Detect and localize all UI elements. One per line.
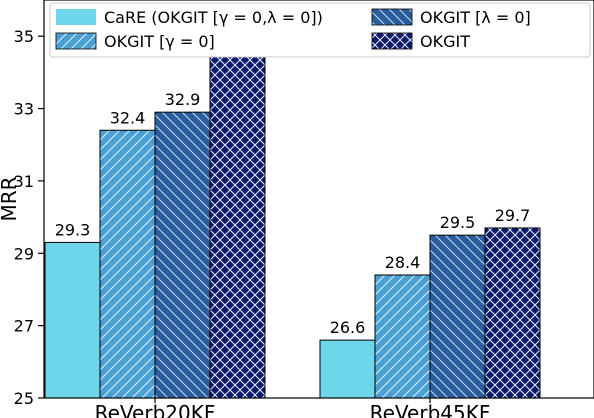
legend-entry-label: OKGIT [λ = 0] (420, 8, 531, 27)
bar-value-label: 29.5 (440, 213, 476, 232)
bar (44, 241, 101, 399)
y-tick-label: 35 (14, 27, 34, 46)
bar (374, 274, 431, 399)
y-tick-label: 33 (14, 100, 34, 119)
plot-area-frame (43, 0, 594, 399)
bar (209, 50, 266, 399)
bar (99, 129, 156, 399)
y-axis-label: MRR (0, 176, 21, 221)
legend: CaRE (OKGIT [γ = 0,λ = 0]) OKGIT [γ = 0] O… (49, 2, 591, 58)
bar (429, 234, 486, 399)
legend-frame (49, 2, 591, 58)
x-tick-label: ReVerb20KF (95, 401, 216, 418)
legend-swatch (55, 32, 97, 50)
legend-swatch (371, 8, 413, 26)
x-tick-label: ReVerb45KF (370, 401, 491, 418)
y-tick-label: 25 (14, 389, 34, 408)
legend-swatch (56, 9, 96, 25)
bar-value-label: 28.4 (385, 253, 421, 272)
legend-entry-label: CaRE (OKGIT [γ = 0,λ = 0]) (104, 8, 323, 27)
legend-entry-label: OKGIT (420, 32, 470, 51)
y-tick-label: 29 (14, 244, 34, 263)
bar (484, 227, 541, 399)
legend-entry-label: OKGIT [γ = 0] (104, 32, 215, 51)
y-tick-label: 31 (14, 172, 34, 191)
bar-value-label: 32.9 (165, 90, 201, 109)
bar (319, 339, 376, 399)
bar-value-label: 32.4 (110, 108, 146, 127)
y-tick-label: 27 (14, 317, 34, 336)
y-axis: 25 27 29 31 33 35 (14, 27, 44, 408)
bar-value-label: 29.7 (495, 206, 531, 225)
bars-layer (44, 50, 541, 399)
bar-value-label: 29.3 (55, 220, 91, 239)
x-axis: ReVerb20KF ReVerb45KF (95, 398, 491, 418)
legend-swatch (371, 32, 413, 50)
bar (154, 111, 211, 399)
bar-value-label: 26.6 (330, 318, 366, 337)
